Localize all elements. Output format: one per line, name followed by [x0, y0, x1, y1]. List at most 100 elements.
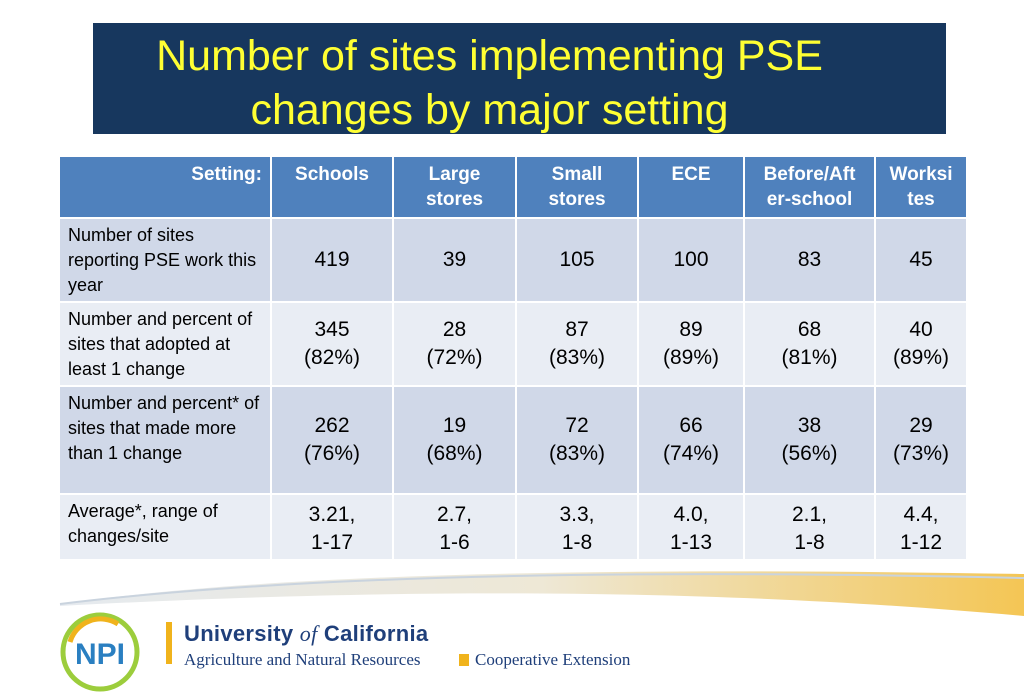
header-line: Small	[551, 164, 603, 185]
cell-value: 4.0,	[673, 503, 709, 526]
header-line: ECE	[671, 164, 711, 185]
table-row: Number of sites reporting PSE work this …	[58, 217, 968, 303]
header-setting: Setting:	[58, 155, 272, 219]
cell-range: 1-8	[794, 531, 825, 554]
table-cell: 66 (74%)	[637, 385, 745, 495]
table-cell: 28 (72%)	[392, 301, 517, 387]
table-cell: 4.0, 1-13	[637, 493, 745, 561]
cell-value: 4.4,	[903, 503, 939, 526]
pse-settings-table: Setting: Schools Large stores Small stores…	[58, 155, 968, 561]
cell-value: 345	[314, 318, 350, 341]
cell-value: 3.21,	[308, 503, 356, 526]
cell-percent: (76%)	[303, 442, 361, 465]
cell-value: 19	[442, 414, 467, 437]
title-line-1: Number of sites implementing PSE	[156, 32, 823, 80]
cell-value: 39	[442, 248, 467, 271]
cell-percent: (56%)	[781, 442, 838, 465]
header-line: er-school	[766, 189, 853, 210]
cell-value: 87	[565, 318, 589, 341]
cell-range: 1-8	[561, 531, 593, 554]
header-line: stores	[425, 189, 484, 210]
cell-value: 38	[797, 414, 822, 437]
header-worksites: Worksi tes	[874, 155, 968, 219]
header-before-after-school: Before/Aft er-school	[743, 155, 876, 219]
table-cell: 45	[874, 217, 968, 303]
table-cell: 68 (81%)	[743, 301, 876, 387]
cell-value: 100	[673, 248, 709, 271]
table-cell: 89 (89%)	[637, 301, 745, 387]
cell-percent: (89%)	[892, 346, 950, 369]
cell-percent: (72%)	[426, 346, 483, 369]
cooperative-extension: Cooperative Extension	[475, 650, 631, 669]
cell-value: 28	[442, 318, 467, 341]
uc-gold-bar	[166, 622, 172, 664]
table-cell: 38 (56%)	[743, 385, 876, 495]
row-label: Number and percent* of sites that made m…	[58, 385, 272, 495]
cell-range: 1-13	[669, 531, 713, 554]
table-cell: 87 (83%)	[515, 301, 639, 387]
table-cell: 2.7, 1-6	[392, 493, 517, 561]
cell-value: 40	[909, 318, 933, 341]
cell-value: 29	[909, 414, 933, 437]
table-row: Number and percent of sites that adopted…	[58, 301, 968, 387]
header-line: Large	[428, 164, 481, 185]
table-cell: 345 (82%)	[270, 301, 394, 387]
title-line-2: changes by major setting	[250, 86, 729, 134]
table-cell: 262 (76%)	[270, 385, 394, 495]
table-header-row: Setting: Schools Large stores Small stores…	[58, 155, 968, 219]
cell-percent: (68%)	[426, 442, 483, 465]
table-cell: 29 (73%)	[874, 385, 968, 495]
table-cell: 3.3, 1-8	[515, 493, 639, 561]
header-line: stores	[548, 189, 606, 210]
decorative-swoosh	[59, 571, 1024, 616]
uc-name-of: of	[299, 621, 318, 646]
cell-value: 83	[797, 248, 822, 271]
uc-name-pre: University	[184, 621, 300, 646]
cell-percent: (83%)	[548, 346, 606, 369]
cell-value: 262	[314, 414, 350, 437]
slide-title: Number of sites implementing PSE changes…	[93, 23, 946, 134]
table-cell: 100	[637, 217, 745, 303]
logo-text: NPI	[75, 638, 125, 671]
cell-percent: (73%)	[892, 442, 950, 465]
uc-name-post: California	[317, 621, 429, 646]
row-label: Average*, range of changes/site	[58, 493, 272, 561]
cell-value: 89	[679, 318, 703, 341]
table-cell: 83	[743, 217, 876, 303]
cell-value: 419	[314, 248, 350, 271]
uc-name: University of California	[184, 621, 428, 647]
npi-logo: NPI	[60, 612, 140, 692]
header-ece: ECE	[637, 155, 745, 219]
header-large-stores: Large stores	[392, 155, 517, 219]
cell-range: 1-17	[310, 531, 354, 554]
cell-percent: (74%)	[662, 442, 720, 465]
header-line: Schools	[295, 164, 369, 185]
table-row: Average*, range of changes/site 3.21, 1-1…	[58, 493, 968, 561]
table-row: Number and percent* of sites that made m…	[58, 385, 968, 495]
uc-division: Agriculture and Natural Resources	[184, 650, 421, 669]
table-cell: 2.1, 1-8	[743, 493, 876, 561]
cell-value: 105	[559, 248, 595, 271]
row-label: Number and percent of sites that adopted…	[58, 301, 272, 387]
table-cell: 39	[392, 217, 517, 303]
table-cell: 105	[515, 217, 639, 303]
ce-gold-square	[459, 654, 469, 666]
header-small-stores: Small stores	[515, 155, 639, 219]
table-cell: 40 (89%)	[874, 301, 968, 387]
table-cell: 19 (68%)	[392, 385, 517, 495]
table-cell: 419	[270, 217, 394, 303]
cell-percent: (81%)	[781, 346, 838, 369]
cell-value: 66	[679, 414, 703, 437]
row-label: Number of sites reporting PSE work this …	[58, 217, 272, 303]
cell-value: 2.1,	[791, 503, 828, 526]
table-cell: 72 (83%)	[515, 385, 639, 495]
header-line: Worksi	[889, 164, 953, 185]
cell-value: 72	[565, 414, 589, 437]
cell-range: 1-12	[899, 531, 943, 554]
cell-range: 1-6	[439, 531, 470, 554]
cell-value: 45	[909, 248, 933, 271]
cell-value: 2.7,	[436, 503, 473, 526]
cell-value: 68	[797, 318, 822, 341]
cell-percent: (82%)	[303, 346, 361, 369]
cell-percent: (83%)	[548, 442, 606, 465]
